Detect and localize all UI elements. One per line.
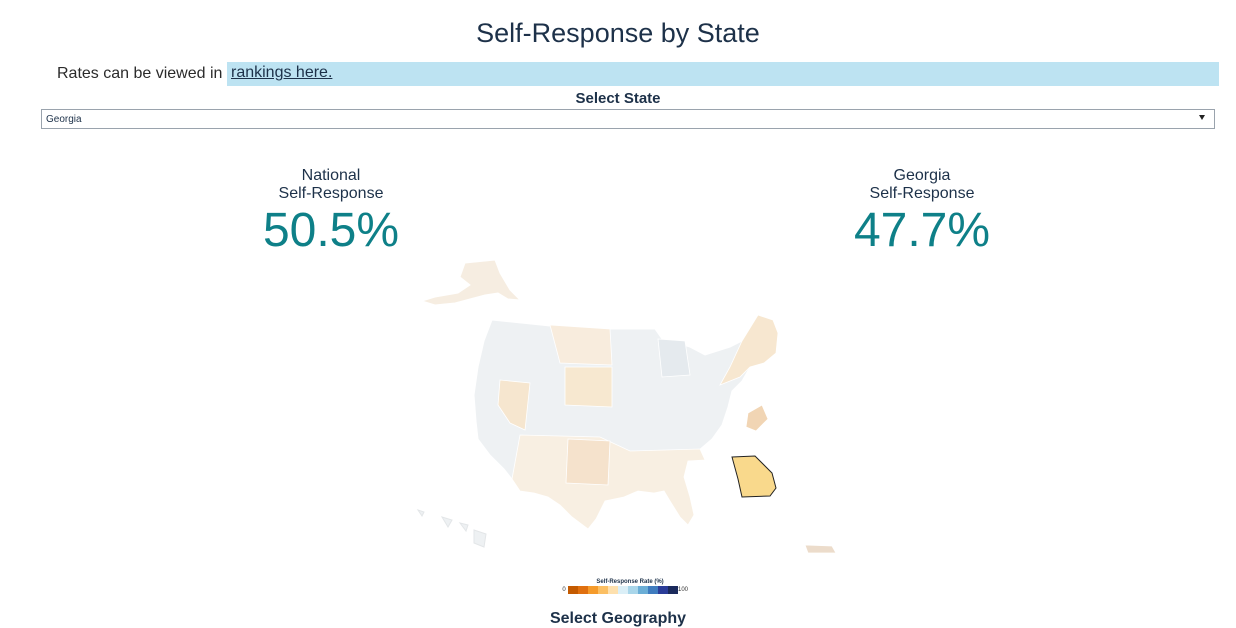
map-region-montana[interactable] <box>549 324 613 366</box>
map-region-northeast[interactable] <box>719 314 779 386</box>
state-stat: Georgia Self-Response 47.7% <box>772 167 1072 257</box>
national-rate-value: 50.5% <box>262 204 400 257</box>
legend-scale: 0 100 <box>560 586 700 594</box>
us-choropleth-map[interactable] <box>400 255 850 565</box>
national-label-line1: National <box>301 167 361 184</box>
legend-swatch <box>588 586 598 594</box>
map-region-nevada[interactable] <box>497 379 531 431</box>
map-region-puerto-rico[interactable] <box>804 544 837 554</box>
legend-max: 100 <box>678 587 689 593</box>
legend-swatch <box>618 586 628 594</box>
legend-swatch <box>598 586 608 594</box>
map-region-minnesota[interactable] <box>657 338 691 378</box>
map-region-west-virginia[interactable] <box>745 404 769 432</box>
map-region-georgia[interactable] <box>731 455 777 498</box>
rates-note: Rates can be viewed in <box>57 62 227 86</box>
map-region-wyoming[interactable] <box>564 366 613 408</box>
state-dropdown-value: Georgia <box>46 114 82 125</box>
national-stat: National Self-Response 50.5% <box>181 167 481 257</box>
select-state-label: Select State <box>575 90 661 107</box>
map-legend: Self-Response Rate (%) 0 100 <box>560 579 700 594</box>
state-rate-value: 47.7% <box>853 204 991 257</box>
legend-swatch <box>568 586 578 594</box>
legend-swatch <box>638 586 648 594</box>
select-geography-label: Select Geography <box>549 610 687 627</box>
legend-swatch <box>668 586 678 594</box>
legend-swatch <box>628 586 638 594</box>
page-title: Self-Response by State <box>476 18 760 48</box>
rates-prefix: Rates can be viewed in <box>57 65 223 82</box>
caret-down-icon <box>1199 115 1205 120</box>
legend-swatch <box>578 586 588 594</box>
legend-swatches <box>568 586 678 594</box>
rates-link-highlight <box>227 62 1219 86</box>
state-dropdown[interactable]: Georgia <box>41 109 1215 129</box>
map-region-alaska[interactable] <box>420 259 522 306</box>
national-label-line2: Self-Response <box>278 185 384 202</box>
map-region-new-mexico[interactable] <box>565 438 611 486</box>
legend-swatch <box>658 586 668 594</box>
state-label-line1: Georgia <box>893 167 951 184</box>
legend-min: 0 <box>562 587 566 593</box>
state-label-line2: Self-Response <box>869 185 975 202</box>
legend-swatch <box>648 586 658 594</box>
legend-swatch <box>608 586 618 594</box>
rankings-link[interactable]: rankings here. <box>231 64 333 81</box>
map-region-hawaii[interactable] <box>416 509 487 548</box>
legend-title: Self-Response Rate (%) <box>596 579 664 585</box>
